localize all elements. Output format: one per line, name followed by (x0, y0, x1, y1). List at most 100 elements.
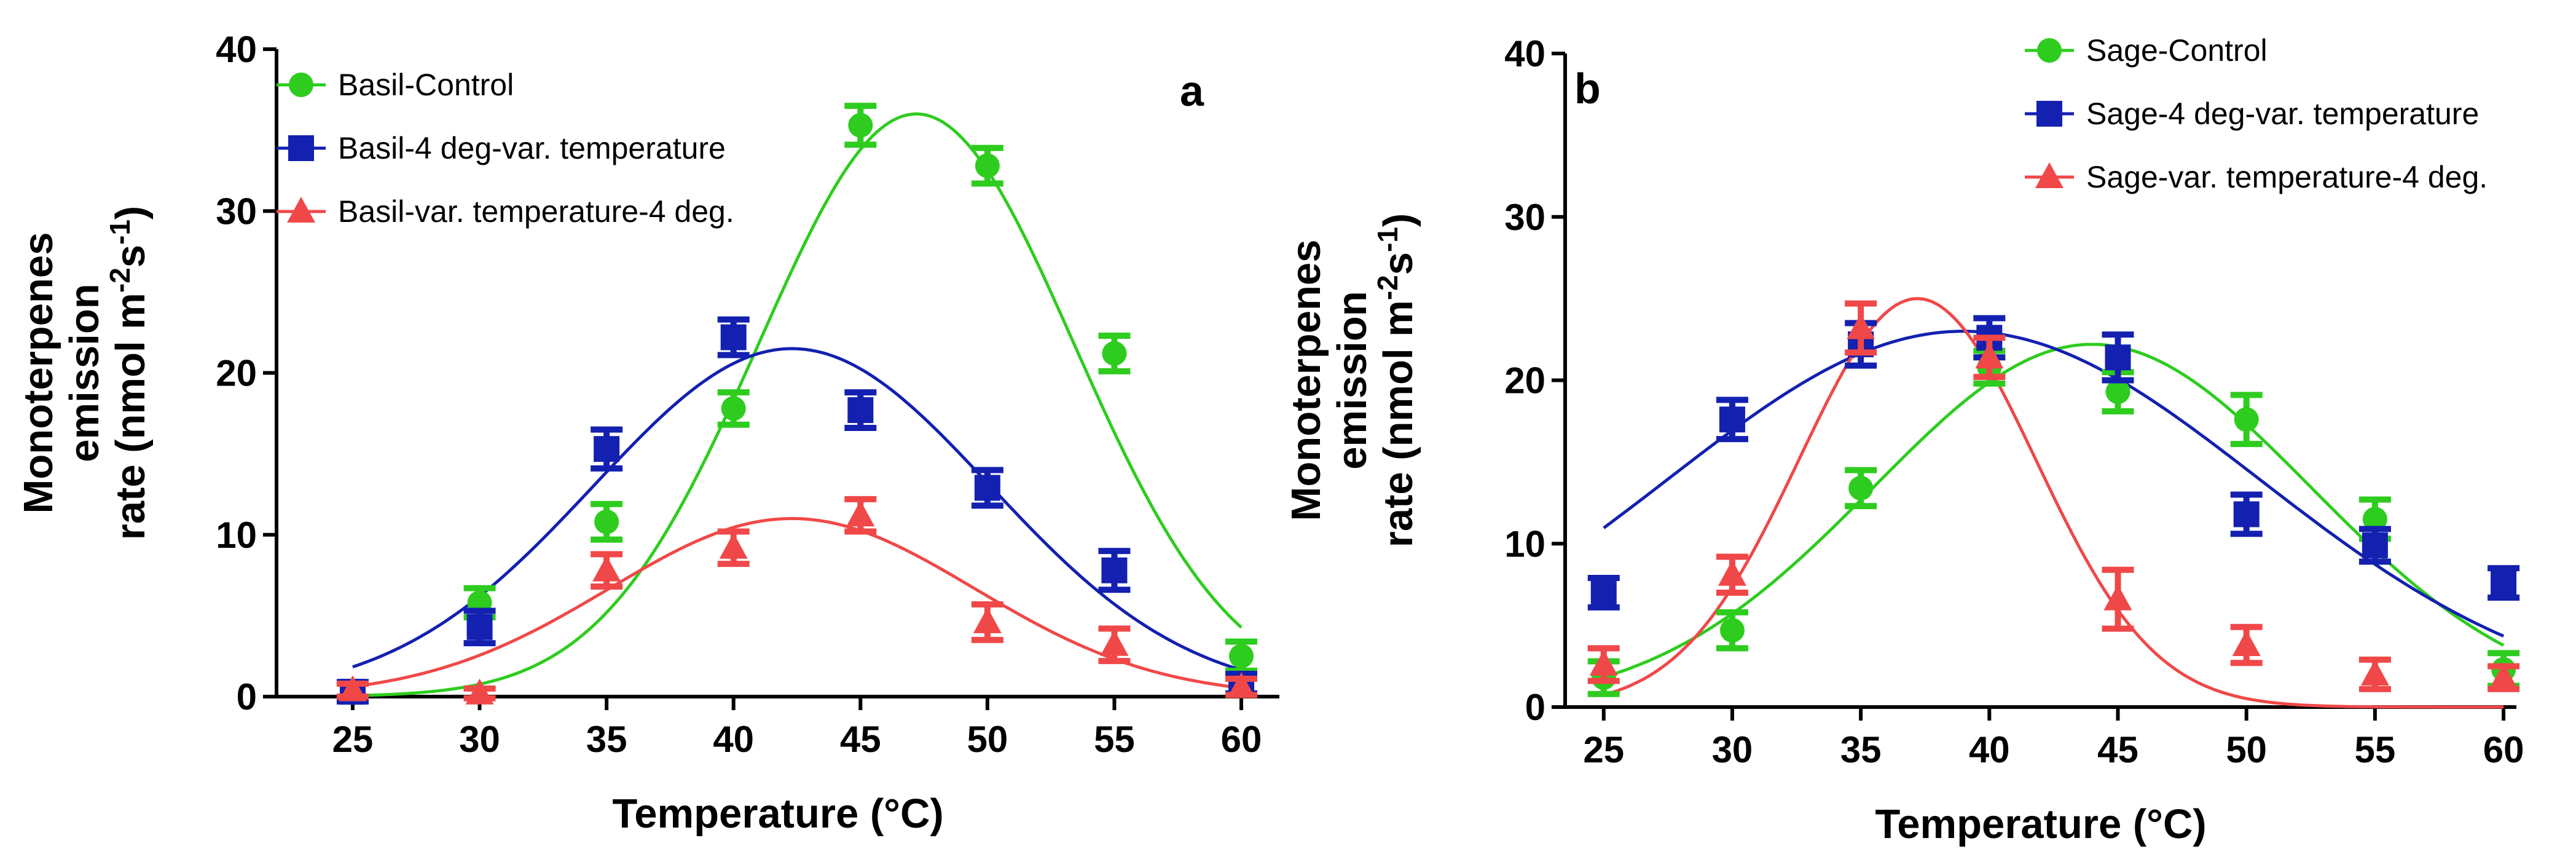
y-tick-label: 0 (1525, 687, 1545, 728)
data-point (2360, 659, 2389, 686)
fit-curve (352, 347, 1242, 672)
x-tick-label: 55 (1094, 719, 1135, 760)
data-point (1590, 579, 1617, 606)
y-tick-label: 40 (1504, 33, 1545, 74)
y-axis-title-line: rate (nmol m-2s-1) (1372, 213, 1421, 547)
data-point (1975, 342, 2004, 369)
data-point (1229, 644, 1254, 669)
y-axis-title-line: Monoterpenes (15, 232, 61, 514)
y-tick-label: 30 (1504, 197, 1545, 238)
data-point (2103, 584, 2132, 611)
data-point (2234, 407, 2259, 432)
data-point (1589, 649, 1618, 676)
x-tick-label: 50 (2226, 729, 2267, 770)
legend-label: Sage-var. temperature-4 deg. (2086, 160, 2488, 194)
y-tick-label: 20 (216, 353, 257, 394)
data-point (2362, 507, 2387, 532)
x-tick-label: 40 (1969, 729, 2010, 770)
legend-marker (2036, 101, 2062, 127)
data-point (1848, 475, 1874, 500)
data-point (2105, 379, 2130, 405)
y-axis-title-part: ) (1375, 213, 1421, 227)
data-point (1101, 557, 1128, 583)
y-axis-title-superscript: -2 (1372, 275, 1404, 300)
y-axis-title-part: rate (nmol m (108, 293, 154, 540)
data-point (973, 607, 1002, 633)
data-point (2362, 532, 2388, 558)
y-axis-title-superscript: -1 (1372, 227, 1404, 252)
y-axis-title-superscript: -1 (104, 219, 136, 245)
legend-marker (2035, 162, 2064, 188)
y-tick-label: 0 (237, 676, 257, 718)
data-point (2233, 501, 2260, 528)
x-tick-label: 45 (840, 719, 881, 760)
y-axis-title-line: emission (61, 283, 108, 462)
x-tick-label: 45 (2097, 729, 2138, 770)
data-point (2489, 663, 2518, 689)
legend-marker (2037, 38, 2062, 63)
fit-curve (1603, 342, 2505, 679)
data-point (2105, 344, 2131, 371)
data-point (847, 397, 874, 424)
y-tick-label: 30 (216, 191, 257, 232)
x-tick-label: 25 (1583, 729, 1624, 770)
y-axis-title-line: rate (nmol m-2s-1) (104, 206, 154, 540)
data-point (1227, 672, 1256, 698)
data-point (975, 153, 1000, 178)
x-tick-label: 35 (1840, 729, 1882, 770)
data-point (594, 436, 620, 462)
y-tick-label: 40 (216, 29, 257, 70)
data-point (719, 532, 748, 559)
x-axis-title: Temperature (°C) (1875, 801, 2206, 847)
y-tick-label: 10 (1504, 523, 1545, 564)
x-tick-label: 60 (1221, 719, 1262, 760)
y-tick-label: 20 (1504, 360, 1545, 401)
data-point (720, 324, 747, 350)
x-tick-label: 50 (967, 719, 1008, 760)
data-point (1719, 406, 1745, 433)
data-point (1847, 313, 1875, 339)
legend-label: Sage-Control (2086, 33, 2268, 68)
x-axis-title: Temperature (°C) (612, 791, 943, 837)
y-tick-label: 10 (216, 515, 257, 556)
x-tick-label: 25 (332, 719, 374, 760)
data-point (1719, 618, 1745, 643)
data-point (466, 614, 493, 640)
chart-panel-a: 0 10 20 30 40 25 30 35 40 45 50 55 60 Temperature (°C… (15, 29, 1279, 837)
data-point (1102, 341, 1127, 366)
data-point (846, 500, 875, 527)
y-axis-title-part: s (108, 245, 154, 267)
fit-curve (1603, 297, 2504, 709)
fit-curve (352, 516, 1242, 690)
x-tick-label: 30 (459, 719, 500, 760)
legend-marker (289, 73, 313, 97)
y-axis-title-part: ) (108, 206, 154, 219)
y-axis-title-part: rate (nmol m (1375, 300, 1421, 547)
data-point (721, 396, 746, 421)
data-point (1718, 560, 1746, 586)
x-tick-label: 40 (713, 719, 754, 760)
panel-letter: b (1574, 65, 1601, 113)
data-point (974, 475, 1000, 501)
y-axis-title-superscript: -2 (104, 267, 136, 293)
data-point (465, 678, 494, 705)
legend-label: Basil-var. temperature-4 deg. (338, 194, 734, 229)
y-axis-title-part: s (1375, 252, 1421, 275)
x-tick-label: 60 (2483, 729, 2524, 770)
data-point (338, 675, 367, 702)
legend-label: Sage-4 deg-var. temperature (2086, 97, 2479, 131)
chart-panel-b: 0 10 20 30 40 25 30 35 40 45 50 55 60 Temperature (°C… (1283, 33, 2524, 847)
legend-marker (287, 197, 315, 223)
panel-letter: a (1180, 67, 1204, 115)
data-point (1100, 630, 1129, 656)
x-tick-label: 30 (1712, 729, 1753, 770)
x-tick-label: 55 (2355, 729, 2396, 770)
fit-curve (352, 112, 1243, 697)
data-point (594, 509, 619, 534)
data-point (2491, 570, 2517, 596)
legend-label: Basil-4 deg-var. temperature (338, 131, 726, 165)
fit-curve (1603, 330, 2505, 638)
legend-label: Basil-Control (338, 68, 514, 102)
data-point (592, 555, 621, 582)
